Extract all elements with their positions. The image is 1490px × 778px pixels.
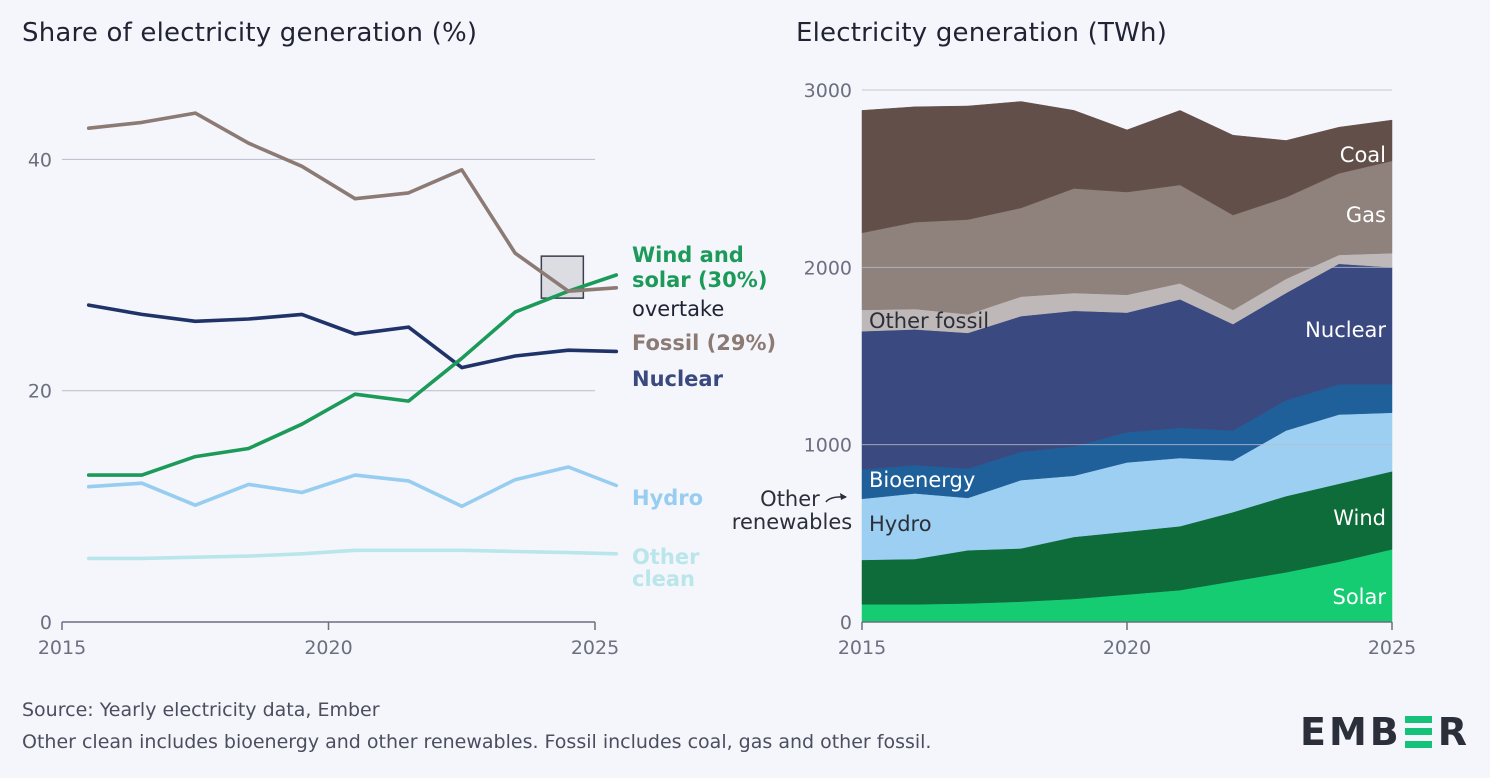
line-series-other-clean: [86, 548, 619, 561]
right-y-tick-label: 2000: [804, 257, 852, 279]
logo-e-mark: [1404, 716, 1435, 748]
right-y-tick-label: 3000: [804, 80, 852, 102]
left-x-tick-label: 2015: [38, 637, 86, 659]
left-chart-title: Share of electricity generation (%): [22, 18, 478, 48]
label-fossil: Fossil (29%): [632, 331, 776, 355]
area-label-nuclear: Nuclear: [1305, 318, 1386, 342]
left-y-tick-label: 20: [28, 381, 52, 403]
line-series-hydro: [86, 465, 619, 509]
footer-source: Source: Yearly electricity data, Ember: [22, 699, 380, 721]
label-overtake: overtake: [632, 297, 724, 321]
label-wind-solar: solar (30%): [632, 268, 767, 292]
ember-logo: EMB R: [1300, 710, 1471, 754]
area-label-solar: Solar: [1332, 585, 1386, 609]
annotation-other-renewables: renewables: [732, 510, 852, 534]
area-label-gas: Gas: [1346, 203, 1386, 227]
label-hydro: Hydro: [632, 486, 703, 510]
label-other-clean: clean: [632, 567, 695, 591]
area-label-bioenergy: Bioenergy: [869, 468, 975, 492]
label-nuclear: Nuclear: [632, 367, 724, 391]
line-series-wind-solar: [86, 273, 619, 477]
footer-note: Other clean includes bioenergy and other…: [22, 731, 932, 753]
label-wind-solar: Wind and: [632, 243, 744, 267]
annotation-other-renewables: Other: [760, 487, 820, 511]
area-label-hydro: Hydro: [869, 512, 932, 536]
left-y-tick-label: 0: [40, 612, 52, 634]
left-x-tick-label: 2025: [571, 637, 619, 659]
right-x-tick-label: 2015: [838, 637, 886, 659]
area-label-coal: Coal: [1340, 143, 1386, 167]
area-coal: [861, 101, 1393, 234]
area-label-other-fossil: Other fossil: [869, 309, 989, 333]
label-other-clean: Other: [632, 545, 700, 569]
line-series-nuclear: [86, 303, 619, 370]
right-x-tick-label: 2020: [1103, 637, 1151, 659]
right-chart-title: Electricity generation (TWh): [796, 18, 1168, 48]
right-y-tick-label: 0: [840, 612, 852, 634]
left-x-tick-label: 2020: [304, 637, 352, 659]
area-label-wind: Wind: [1333, 506, 1386, 530]
annotation-arrow-head: [840, 493, 847, 500]
right-x-tick-label: 2025: [1368, 637, 1416, 659]
logo-text-suffix: R: [1437, 710, 1471, 754]
left-y-tick-label: 40: [28, 149, 52, 171]
line-series-fossil: [86, 111, 619, 294]
right-y-tick-label: 1000: [804, 435, 852, 457]
logo-text-prefix: EMB: [1300, 710, 1402, 754]
